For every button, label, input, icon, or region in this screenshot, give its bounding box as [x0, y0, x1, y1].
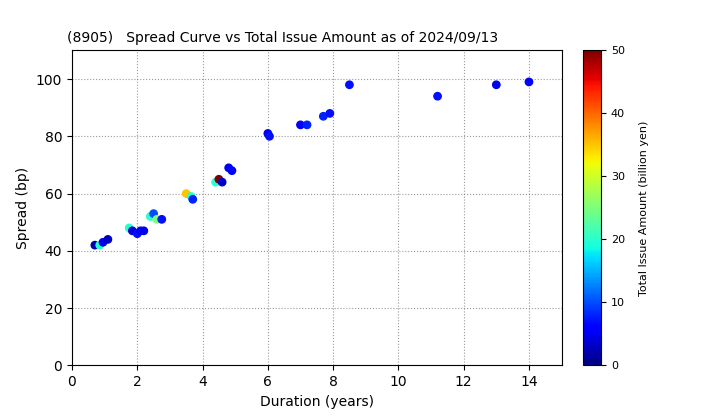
Point: [301, 121, 312, 128]
Point: [123, 225, 135, 231]
Point: [343, 81, 355, 88]
Point: [490, 81, 502, 88]
Point: [217, 179, 228, 186]
X-axis label: Duration (years): Duration (years): [260, 395, 374, 409]
Y-axis label: Total Issue Amount (billion yen): Total Issue Amount (billion yen): [639, 120, 649, 296]
Point: [523, 79, 535, 85]
Point: [213, 176, 225, 183]
Point: [262, 130, 274, 137]
Point: [432, 93, 444, 100]
Text: (8905)   Spread Curve vs Total Issue Amount as of 2024/09/13: (8905) Spread Curve vs Total Issue Amoun…: [67, 31, 498, 45]
Point: [264, 133, 275, 140]
Point: [138, 228, 150, 234]
Point: [226, 167, 238, 174]
Point: [294, 121, 306, 128]
Point: [181, 190, 192, 197]
Point: [148, 210, 159, 217]
Y-axis label: Spread (bp): Spread (bp): [17, 167, 30, 249]
Point: [132, 230, 143, 237]
Point: [97, 239, 109, 246]
Point: [187, 196, 199, 203]
Point: [324, 110, 336, 117]
Point: [145, 213, 156, 220]
Point: [94, 242, 106, 249]
Point: [223, 165, 235, 171]
Point: [185, 193, 197, 200]
Point: [318, 113, 329, 120]
Point: [135, 228, 146, 234]
Point: [102, 236, 114, 243]
Point: [89, 242, 101, 249]
Point: [127, 228, 138, 234]
Point: [156, 216, 168, 223]
Point: [151, 216, 163, 223]
Point: [210, 179, 221, 186]
